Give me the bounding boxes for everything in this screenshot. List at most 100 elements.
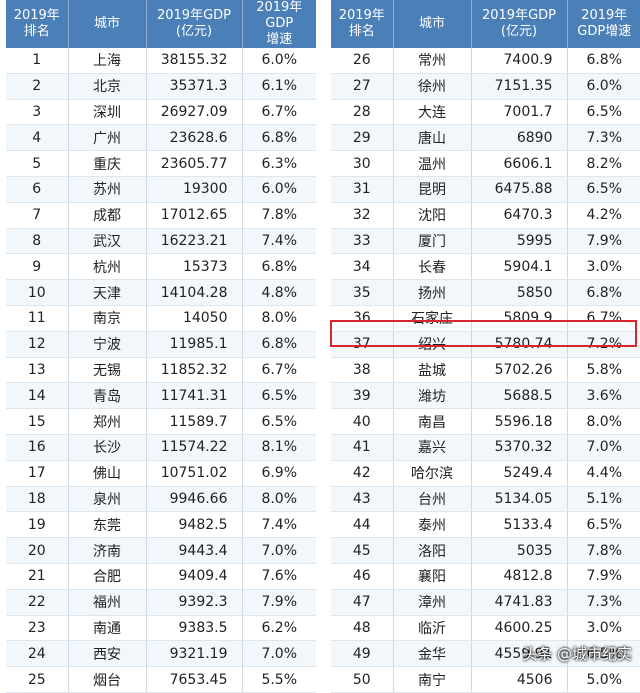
gdp-cell: 5850 [471,279,568,306]
growth-cell: 5.5% [242,666,316,693]
rank-cell: 38 [331,357,394,384]
city-cell: 郑州 [68,408,147,435]
rank-cell: 30 [331,150,394,177]
table-row: 3 深圳 26927.09 6.7% [6,99,316,126]
rank-cell: 32 [331,202,394,229]
table-row: 39 潍坊 5688.5 3.6% [331,382,640,410]
city-cell: 嘉兴 [393,434,472,461]
growth-cell: 5.8% [567,357,640,384]
city-cell: 南京 [68,305,147,332]
city-cell: 上海 [68,48,147,74]
gdp-cell: 7653.45 [146,666,243,693]
gdp-cell: 9383.5 [146,615,243,642]
table-row: 47 漳州 4741.83 7.3% [331,589,640,616]
gdp-cell: 6890 [471,124,568,152]
growth-cell: 8.1% [242,434,316,461]
city-cell: 苏州 [68,176,147,203]
rank-cell: 37 [331,331,394,358]
city-cell: 宁波 [68,331,147,358]
gdp-cell: 9482.5 [146,511,243,539]
gdp-cell: 11852.32 [146,357,243,384]
table-row: 12 宁波 11985.1 6.8% [6,331,316,358]
growth-cell: 7.8% [567,537,640,564]
gdp-cell: 38155.32 [146,48,243,74]
city-cell: 青岛 [68,382,147,410]
gdp-cell: 23605.77 [146,150,243,177]
table-row: 7 成都 17012.65 7.8% [6,202,316,229]
rank-cell: 41 [331,434,394,461]
gdp-cell: 17012.65 [146,202,243,229]
city-cell: 深圳 [68,99,147,126]
gdp-cell: 5249.4 [471,460,568,487]
growth-cell: 5.0% [567,666,640,693]
gdp-cell: 6475.88 [471,176,568,203]
table-header-row: 2019年 排名 城市 2019年GDP (亿元) 2019年GDP 增速 [6,0,316,48]
growth-cell: 7.6% [242,563,316,590]
city-cell: 大连 [393,99,472,126]
growth-cell: 6.1% [242,73,316,100]
growth-cell: 6.0% [242,48,316,74]
growth-cell: 6.0% [242,176,316,203]
gdp-cell: 6470.3 [471,202,568,229]
table-row: 32 沈阳 6470.3 4.2% [331,202,640,229]
rank-cell: 49 [331,640,394,668]
rank-cell: 7 [6,202,69,229]
rank-cell: 21 [6,563,69,590]
table-row: 14 青岛 11741.31 6.5% [6,382,316,410]
growth-cell: 8.0% [242,305,316,332]
table-row: 31 昆明 6475.88 6.5% [331,176,640,203]
table-row: 34 长春 5904.1 3.0% [331,253,640,281]
table-row: 15 郑州 11589.7 6.5% [6,408,316,435]
gdp-cell: 23628.6 [146,124,243,152]
gdp-cell: 5133.4 [471,511,568,539]
city-cell: 徐州 [393,73,472,100]
gdp-cell: 5702.26 [471,357,568,384]
growth-cell: 7.4% [242,511,316,539]
rank-cell: 33 [331,228,394,255]
gdp-cell: 9392.3 [146,589,243,616]
rank-cell: 20 [6,537,69,564]
table-row: 28 大连 7001.7 6.5% [331,99,640,126]
growth-cell: 7.9% [567,563,640,590]
rank-cell: 43 [331,486,394,513]
city-cell: 武汉 [68,228,147,255]
gdp-cell: 7151.35 [471,73,568,100]
table-row: 23 南通 9383.5 6.2% [6,615,316,642]
city-cell: 金华 [393,640,472,668]
city-cell: 厦门 [393,228,472,255]
rank-cell: 18 [6,486,69,513]
growth-cell: 8.2% [567,150,640,177]
growth-cell: 5.1% [567,486,640,513]
gdp-cell: 5688.5 [471,382,568,410]
table-row: 42 哈尔滨 5249.4 4.4% [331,460,640,487]
rank-cell: 48 [331,615,394,642]
table-header-row: 2019年 排名 城市 2019年GDP (亿元) 2019年 GDP增速 [331,0,640,48]
gdp-cell: 10751.02 [146,460,243,487]
growth-cell: 8.0% [242,486,316,513]
growth-cell: 3.6% [567,382,640,410]
rank-cell: 31 [331,176,394,203]
header-rank: 2019年 排名 [6,0,69,48]
city-cell: 无锡 [68,357,147,384]
rank-cell: 29 [331,124,394,152]
table-row: 46 襄阳 4812.8 7.9% [331,563,640,590]
growth-cell: 6.5% [567,99,640,126]
gdp-cell: 9321.19 [146,640,243,668]
city-cell: 石家庄 [393,305,472,332]
gdp-cell: 11574.22 [146,434,243,461]
growth-cell: 6.5% [567,640,640,668]
city-cell: 南宁 [393,666,472,693]
city-cell: 唐山 [393,124,472,152]
growth-cell: 6.7% [567,305,640,332]
rank-cell: 34 [331,253,394,281]
table-row: 18 泉州 9946.66 8.0% [6,486,316,513]
growth-cell: 6.5% [242,408,316,435]
gdp-cell: 5134.05 [471,486,568,513]
rank-cell: 19 [6,511,69,539]
city-cell: 沈阳 [393,202,472,229]
growth-cell: 7.0% [567,434,640,461]
city-cell: 洛阳 [393,537,472,564]
growth-cell: 7.3% [567,589,640,616]
city-cell: 佛山 [68,460,147,487]
growth-cell: 6.7% [242,357,316,384]
